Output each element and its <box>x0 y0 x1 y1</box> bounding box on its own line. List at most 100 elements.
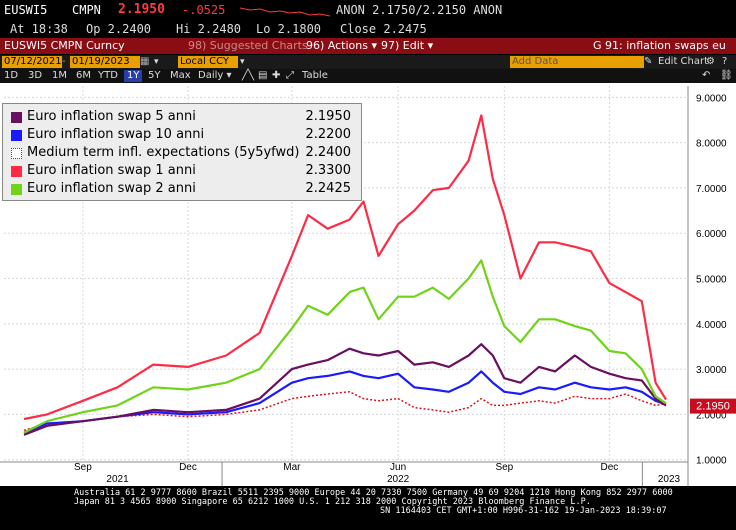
legend-value: 2.2400 <box>305 145 352 160</box>
x-tick-label: Dec <box>179 462 197 473</box>
legend-value: 2.2425 <box>305 181 352 196</box>
footer-session-line: SN 1164403 CET GMT+1:00 H996-31-162 19-J… <box>380 506 667 516</box>
high-price: Hi 2.2480 <box>176 22 242 36</box>
legend-swatch <box>11 112 22 123</box>
legend-swatch <box>11 130 22 141</box>
quote-time: At 18:38 <box>10 22 68 36</box>
range-1y[interactable]: 1Y <box>124 70 143 82</box>
x-tick-label: Dec <box>601 462 619 473</box>
y-tick-label: 1.0000 <box>696 456 727 467</box>
legend-value: 2.1950 <box>305 109 352 124</box>
legend-label: Euro inflation swap 1 anni <box>27 163 196 178</box>
series-line-3[interactable] <box>23 391 667 432</box>
edit-chart-button[interactable]: Edit Chart <box>658 56 709 67</box>
start-date-input[interactable]: 07/12/2021 <box>2 56 62 68</box>
legend-label: Euro inflation swap 5 anni <box>27 109 196 124</box>
y-tick-label: 2.0000 <box>696 410 727 421</box>
last-price-tag-label: 2.1950 <box>696 401 730 413</box>
y-tick-label: 8.0000 <box>696 139 727 150</box>
ticker-symbol: EUSWI5 <box>4 3 48 17</box>
series-line-5[interactable] <box>23 259 667 434</box>
chart-series <box>23 114 667 436</box>
legend-item[interactable]: Medium term infl. expectations (5y5yfwd)… <box>11 145 357 163</box>
range-1m[interactable]: 1M <box>52 70 67 81</box>
table-button[interactable]: Table <box>302 70 328 81</box>
undo-icon[interactable]: ↶ <box>702 70 711 81</box>
actions-menu[interactable]: 96) Actions ▾ <box>306 39 377 52</box>
series-line-2[interactable] <box>23 370 667 434</box>
x-year-label: 2021 <box>106 474 129 485</box>
y-tick-label: 5.0000 <box>696 275 727 286</box>
x-axis: Sep Dec Mar Jun Sep Dec 2021 2022 2023 <box>0 461 688 486</box>
legend-label: Medium term infl. expectations (5y5yfwd) <box>27 145 300 160</box>
y-tick-label: 9.0000 <box>696 93 727 104</box>
sparkline-icon <box>240 7 330 17</box>
chart-legend[interactable]: Euro inflation swap 5 anni 2.1950 Euro i… <box>2 103 362 201</box>
range-ytd[interactable]: YTD <box>98 70 118 81</box>
frequency-select[interactable]: Daily ▾ <box>198 70 232 81</box>
bid-ask-quote: ANON 2.1750/2.2150 ANON <box>336 3 503 17</box>
legend-item[interactable]: Euro inflation swap 5 anni 2.1950 <box>11 109 357 127</box>
date-toolbar: 07/12/2021 - 01/19/2023 ▦ ▾ Local CCY ▾ … <box>0 55 736 69</box>
chart-type-icon[interactable]: ▤ <box>258 70 268 81</box>
pencil-icon[interactable]: ✎ <box>644 56 653 67</box>
legend-value: 2.3300 <box>305 163 352 178</box>
suggested-charts-button[interactable]: 98) Suggested Charts <box>188 39 308 52</box>
last-price-tag: 2.1950 <box>690 398 736 414</box>
crosshair-icon[interactable]: ✚ <box>272 70 281 81</box>
footer-copyright-line: Japan 81 3 4565 8900 Singapore 65 6212 1… <box>74 497 591 507</box>
close-price: Close 2.2475 <box>340 22 427 36</box>
x-tick-label: Jun <box>390 462 406 473</box>
footer: Australia 61 2 9777 8600 Brazil 5511 239… <box>0 486 736 530</box>
x-tick-label: Mar <box>283 462 301 473</box>
range-1d[interactable]: 1D <box>4 70 19 81</box>
edit-menu[interactable]: 97) Edit ▾ <box>381 39 434 52</box>
range-max[interactable]: Max <box>170 70 191 81</box>
x-tick-label: Sep <box>495 462 513 473</box>
link-icon[interactable]: ⛓ <box>720 70 733 81</box>
y-tick-label: 3.0000 <box>696 365 727 376</box>
dropdown-arrow-icon[interactable]: ▾ <box>154 57 159 67</box>
legend-swatch <box>11 184 22 195</box>
zoom-icon[interactable]: ⤢ <box>286 70 294 81</box>
currency-dropdown-icon[interactable]: ▾ <box>240 57 245 67</box>
open-price: Op 2.2400 <box>86 22 152 36</box>
legend-item[interactable]: Euro inflation swap 1 anni 2.3300 <box>11 163 357 181</box>
low-price: Lo 2.1800 <box>256 22 322 36</box>
range-6m[interactable]: 6M <box>76 70 91 81</box>
legend-item[interactable]: Euro inflation swap 10 anni 2.2200 <box>11 127 357 145</box>
range-3d[interactable]: 3D <box>28 70 43 81</box>
range-5y[interactable]: 5Y <box>148 70 161 81</box>
price-change: -.0525 <box>182 3 226 17</box>
legend-swatch <box>11 148 22 159</box>
legend-swatch <box>11 166 22 177</box>
calendar-icon[interactable]: ▦ <box>140 56 150 67</box>
x-year-label: 2022 <box>387 474 410 485</box>
range-toolbar: 1D 3D 1M 6M YTD 1Y 5Y Max Daily ▾ ╱╲ ▤ ✚… <box>0 69 736 83</box>
date-separator: - <box>62 56 66 67</box>
x-year-label: 2023 <box>658 474 681 485</box>
legend-item[interactable]: Euro inflation swap 2 anni 2.2425 <box>11 181 357 199</box>
ticker-stats: At 18:38 Op 2.2400 Hi 2.2480 Lo 2.1800 C… <box>0 20 736 38</box>
security-field[interactable]: EUSWI5 CMPN Curncy <box>4 39 125 52</box>
series-line-4[interactable] <box>23 114 667 421</box>
ticker-bar: EUSWI5 CMPN 2.1950 -.0525 ANON 2.1750/2.… <box>0 0 736 20</box>
series-line-1[interactable] <box>23 343 667 436</box>
y-axis: 1.0000 2.0000 3.0000 4.0000 5.0000 6.0000 7.00… <box>687 86 727 486</box>
y-tick-label: 7.0000 <box>696 184 727 195</box>
end-date-input[interactable]: 01/19/2023 <box>70 56 140 68</box>
ticker-source: CMPN <box>72 3 101 17</box>
help-icon[interactable]: ? <box>722 56 728 67</box>
line-chart-icon[interactable]: ╱╲ <box>242 70 255 81</box>
legend-label: Euro inflation swap 2 anni <box>27 181 196 196</box>
legend-label: Euro inflation swap 10 anni <box>27 127 205 142</box>
menu-bar: EUSWI5 CMPN Curncy 98) Suggested Charts … <box>0 38 736 54</box>
currency-select[interactable]: Local CCY <box>178 56 238 68</box>
legend-value: 2.2200 <box>305 127 352 142</box>
footer-phones-line: Australia 61 2 9777 8600 Brazil 5511 239… <box>74 488 673 498</box>
add-data-input[interactable]: Add Data <box>510 56 644 68</box>
y-tick-label: 4.0000 <box>696 320 727 331</box>
last-price: 2.1950 <box>118 2 165 17</box>
settings-icon[interactable]: ⚙ <box>706 56 715 67</box>
y-tick-label: 6.0000 <box>696 229 727 240</box>
